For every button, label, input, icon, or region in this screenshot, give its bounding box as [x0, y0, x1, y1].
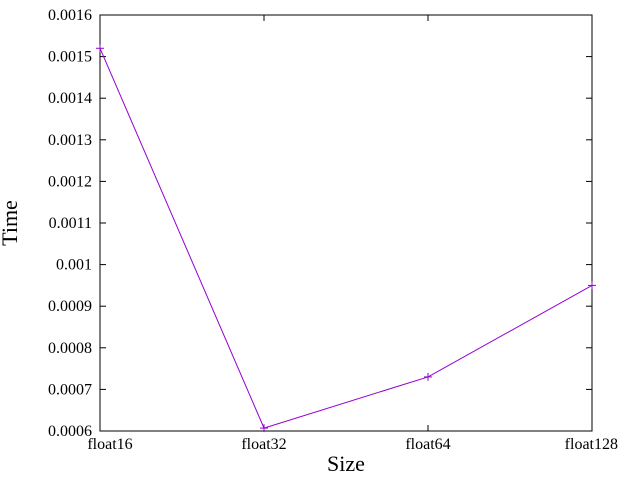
series-line: [99, 48, 593, 429]
y-tick-label: 0.0009: [48, 298, 92, 315]
x-axis: float16 float32 float64 float128: [87, 15, 618, 453]
y-tick-label: 0.0012: [48, 173, 92, 190]
y-axis-title: Time: [0, 200, 22, 246]
series-layer: [96, 44, 596, 433]
y-tick-label: 0.0007: [48, 381, 92, 398]
y-tick-label: 0.0013: [48, 132, 92, 149]
y-tick-label: 0.001: [56, 257, 92, 274]
y-tick-label: 0.0014: [48, 90, 92, 107]
y-tick-label: 0.0006: [48, 423, 92, 440]
y-tick-label: 0.0015: [48, 49, 92, 66]
data-point-marker: [260, 424, 268, 433]
plot-frame: [99, 14, 593, 432]
x-tick-label: float16: [87, 436, 132, 453]
y-tick-label: 0.0011: [49, 215, 92, 232]
x-tick-label: float64: [405, 436, 450, 453]
data-point-marker: [588, 281, 596, 290]
x-axis-title: Size: [327, 451, 365, 476]
x-tick-label: float32: [241, 436, 286, 453]
y-tick-label: 0.0008: [48, 340, 92, 357]
data-point-marker: [424, 372, 432, 381]
y-tick-label: 0.0016: [48, 7, 92, 24]
x-tick-label: float128: [565, 436, 618, 453]
y-axis: 0.0006 0.0007 0.0008 0.0009 0.001 0.0011 0.001…: [48, 7, 592, 440]
data-point-marker: [96, 44, 104, 53]
